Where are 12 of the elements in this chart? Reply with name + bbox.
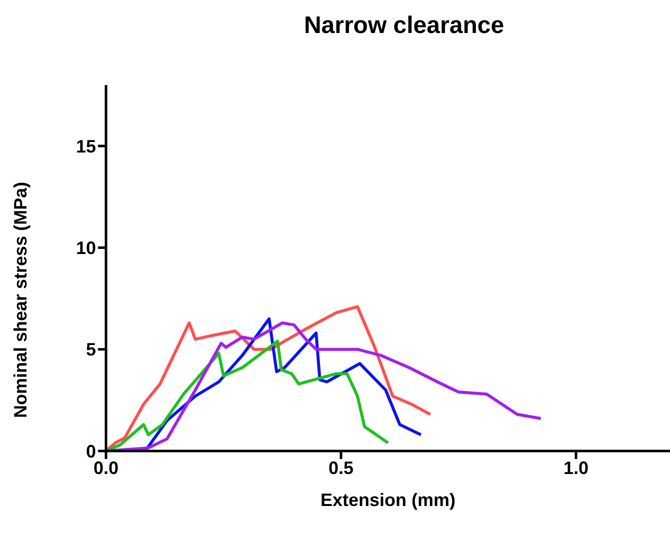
x-tick-label: 1.0 xyxy=(563,458,589,478)
x-axis-title: Extension (mm) xyxy=(320,490,456,510)
y-tick-label: 15 xyxy=(76,136,96,156)
y-tick-label: 0 xyxy=(86,441,96,462)
x-tick-label: 0.0 xyxy=(93,458,119,478)
x-tick-label: 0.5 xyxy=(328,458,354,478)
y-axis-title: Nominal shear stress (MPa) xyxy=(10,182,30,418)
chart-title: Narrow clearance xyxy=(302,12,506,40)
y-tick-label: 10 xyxy=(76,238,96,258)
y-tick-label: 5 xyxy=(86,340,96,360)
line-series xyxy=(106,340,390,451)
line-series xyxy=(106,321,542,451)
